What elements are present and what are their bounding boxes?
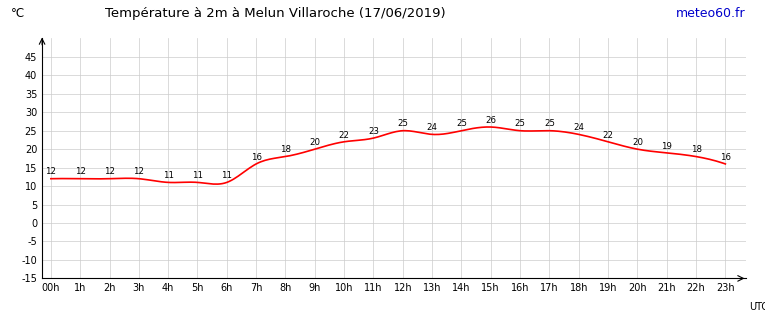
Text: 23: 23 — [368, 127, 379, 136]
Text: 16: 16 — [251, 153, 262, 162]
Text: 24: 24 — [427, 123, 438, 132]
Text: 24: 24 — [573, 123, 584, 132]
Text: 25: 25 — [397, 119, 409, 129]
Text: 11: 11 — [221, 171, 233, 180]
Text: 12: 12 — [45, 167, 57, 177]
Text: 25: 25 — [515, 119, 526, 129]
Text: meteo60.fr: meteo60.fr — [676, 7, 746, 20]
Text: 22: 22 — [339, 131, 350, 140]
Text: 18: 18 — [691, 145, 702, 154]
Text: 12: 12 — [133, 167, 145, 177]
Text: UTC: UTC — [750, 302, 765, 312]
Text: 20: 20 — [632, 138, 643, 147]
Text: 25: 25 — [456, 119, 467, 129]
Text: 18: 18 — [280, 145, 291, 154]
Text: 20: 20 — [309, 138, 321, 147]
Text: 25: 25 — [544, 119, 555, 129]
Text: 11: 11 — [192, 171, 203, 180]
Text: 12: 12 — [104, 167, 115, 177]
Text: °C: °C — [11, 7, 24, 20]
Text: 26: 26 — [485, 116, 496, 125]
Text: 11: 11 — [163, 171, 174, 180]
Text: 12: 12 — [75, 167, 86, 177]
Text: 22: 22 — [603, 131, 614, 140]
Text: 19: 19 — [661, 142, 672, 151]
Text: 16: 16 — [720, 153, 731, 162]
Text: Température à 2m à Melun Villaroche (17/06/2019): Température à 2m à Melun Villaroche (17/… — [106, 7, 446, 20]
